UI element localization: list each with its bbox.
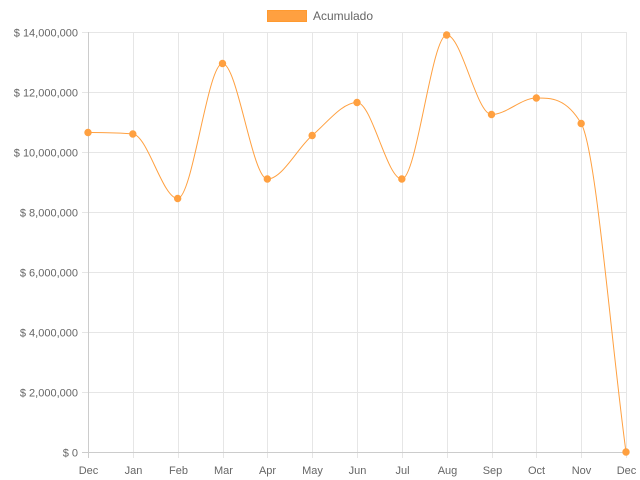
x-tick-label: Jun	[349, 465, 367, 477]
y-tick-label: $ 8,000,000	[20, 208, 78, 220]
x-tick-label: Feb	[169, 465, 188, 477]
data-point[interactable]	[353, 98, 361, 107]
x-tick-label: Jan	[125, 465, 143, 477]
x-axis: Dec Jan Feb Mar Apr May Jun Jul Aug Sep Oct Nov Dec	[79, 452, 637, 477]
y-tick-label: $ 12,000,000	[14, 88, 78, 100]
x-tick-label: Nov	[572, 465, 592, 477]
data-point[interactable]	[577, 119, 585, 128]
data-point[interactable]	[398, 175, 406, 183]
y-tick-label: $ 2,000,000	[20, 388, 78, 400]
data-point[interactable]	[532, 94, 541, 102]
data-point[interactable]	[442, 31, 451, 39]
chart-legend[interactable]: Acumulado	[0, 8, 640, 24]
y-tick-label: $ 10,000,000	[14, 148, 78, 160]
x-tick-label: Jul	[395, 465, 409, 477]
legend-swatch-acumulado	[266, 10, 307, 22]
series-line	[87, 34, 627, 453]
data-point[interactable]	[622, 448, 630, 456]
x-tick-label: Sep	[483, 465, 503, 477]
y-tick-label: $ 0	[63, 448, 78, 460]
data-point[interactable]	[263, 175, 272, 183]
data-point[interactable]	[129, 130, 137, 138]
data-point[interactable]	[487, 110, 496, 119]
x-tick-label: Apr	[259, 465, 276, 477]
data-point[interactable]	[173, 194, 182, 203]
x-tick-label: Aug	[438, 465, 458, 477]
y-tick-label: $ 6,000,000	[20, 268, 78, 280]
x-tick-label: Dec	[617, 465, 637, 477]
x-tick-label: Oct	[528, 465, 545, 477]
data-point[interactable]	[84, 128, 92, 137]
data-point[interactable]	[308, 131, 316, 140]
x-tick-label: Dec	[79, 465, 99, 477]
y-axis: $ 0 $ 2,000,000 $ 4,000,000 $ 6,000,000 $ 8,…	[14, 28, 89, 460]
y-tick-label: $ 14,000,000	[14, 28, 78, 40]
series-acumulado	[84, 31, 630, 456]
data-point[interactable]	[218, 59, 227, 68]
x-tick-label: May	[302, 465, 323, 477]
legend-label-acumulado: Acumulado	[312, 9, 374, 23]
x-tick-label: Mar	[214, 465, 233, 477]
y-tick-label: $ 4,000,000	[20, 328, 78, 340]
grid-lines	[82, 32, 627, 458]
